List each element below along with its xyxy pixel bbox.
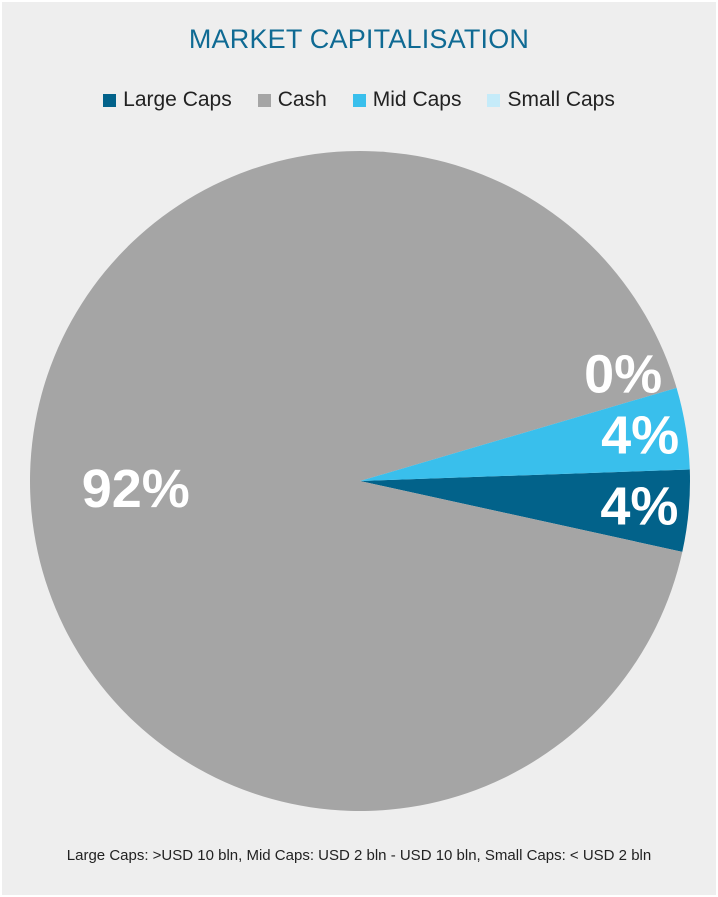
pie-slice-large-caps [360,469,690,552]
chart-legend: Large Caps Cash Mid Caps Small Caps [0,88,718,112]
legend-label: Small Caps [507,88,615,111]
chart-title: MARKET CAPITALISATION [188,24,530,54]
pie-slice-cash [30,151,683,812]
data-label-cash: 92% [82,459,190,519]
legend-item-mid-caps: Mid Caps [352,88,462,112]
legend-label: Mid Caps [372,88,462,111]
legend-label: Cash [277,88,327,111]
legend-item-cash: Cash [257,88,327,112]
legend-label: Large Caps [123,88,232,111]
legend-swatch [257,93,271,107]
pie-slice-mid-caps [360,387,690,481]
data-label-large-caps: 4% [600,476,678,536]
data-label-small-caps: 0% [584,345,662,405]
legend-item-small-caps: Small Caps [487,88,615,112]
legend-item-large-caps: Large Caps [103,88,232,112]
data-label-mid-caps: 4% [601,406,679,466]
legend-swatch [103,93,117,107]
legend-swatch [352,93,366,107]
legend-swatch [487,93,501,107]
chart-footnote: Large Caps: >USD 10 bln, Mid Caps: USD 2… [66,847,652,864]
